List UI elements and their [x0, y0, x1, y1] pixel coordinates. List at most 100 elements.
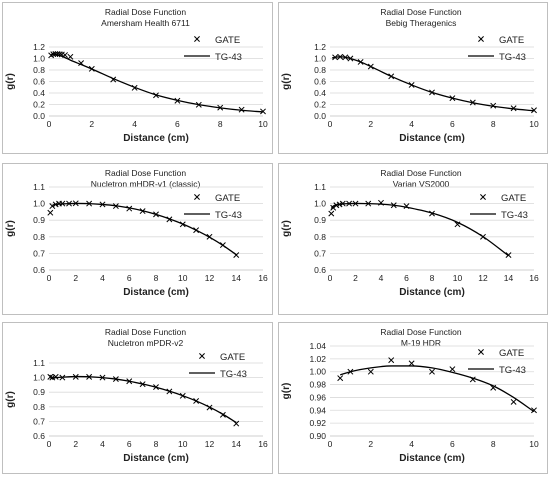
x-tick-label: 16 — [258, 273, 268, 283]
legend-label: GATE — [499, 348, 524, 359]
y-tick-label: 0.4 — [33, 88, 45, 98]
y-tick-label: 0.92 — [309, 418, 326, 428]
legend-label: TG-43 — [501, 210, 528, 221]
gate-point — [367, 368, 374, 375]
y-tick-label: 0.4 — [314, 88, 326, 98]
y-tick-label: 0.2 — [33, 100, 45, 110]
x-tick-label: 0 — [328, 273, 333, 283]
x-tick-label: 10 — [453, 273, 463, 283]
gate-point — [47, 209, 54, 216]
tg43-curve — [52, 202, 237, 256]
x-axis-title: Distance (cm) — [123, 453, 189, 464]
chart-subtitle: Bebig Theragenics — [386, 18, 457, 28]
y-tick-label: 0.9 — [33, 387, 45, 397]
chart-subtitle: Varian VS2000 — [393, 179, 450, 189]
tg43-curve — [330, 202, 509, 257]
y-tick-label: 1.0 — [314, 54, 326, 64]
x-tick-label: 16 — [529, 273, 539, 283]
y-tick-label: 1.1 — [314, 182, 326, 192]
x-tick-label: 6 — [450, 439, 455, 449]
x-axis-title: Distance (cm) — [123, 287, 189, 298]
y-tick-label: 0.0 — [314, 111, 326, 121]
chart-subtitle: Nucletron mPDR-v2 — [108, 338, 184, 348]
y-tick-label: 1.1 — [33, 182, 45, 192]
x-tick-label: 4 — [379, 273, 384, 283]
legend-label: GATE — [501, 193, 526, 204]
x-axis-title: Distance (cm) — [399, 133, 465, 144]
gate-point — [429, 368, 435, 375]
x-tick-label: 0 — [47, 439, 52, 449]
y-tick-label: 0.6 — [314, 265, 326, 275]
tg43-curve — [340, 365, 535, 413]
y-tick-label: 0.6 — [33, 431, 45, 441]
tg43-curve — [331, 56, 535, 112]
y-tick-label: 0.9 — [33, 215, 45, 225]
x-tick-label: 14 — [232, 439, 242, 449]
y-axis-title: g(r) — [5, 391, 16, 408]
gate-point — [408, 360, 415, 367]
gate-point — [531, 407, 537, 414]
y-tick-label: 0.0 — [33, 111, 45, 121]
x-tick-label: 6 — [450, 119, 455, 129]
y-tick-label: 0.6 — [33, 77, 45, 87]
chart-subtitle: Nucletron mHDR-v1 (classic) — [91, 179, 201, 189]
gate-point — [449, 366, 456, 373]
x-tick-label: 4 — [100, 439, 105, 449]
chart-subtitle: M-19 HDR — [401, 338, 441, 348]
y-axis-title: g(r) — [5, 73, 16, 90]
y-tick-label: 0.6 — [314, 77, 326, 87]
y-tick-label: 1.2 — [33, 42, 45, 52]
x-tick-label: 12 — [205, 273, 215, 283]
x-tick-label: 16 — [258, 439, 268, 449]
y-axis-title: g(r) — [5, 220, 16, 237]
x-tick-label: 8 — [154, 273, 159, 283]
x-tick-label: 4 — [132, 119, 137, 129]
x-tick-label: 6 — [127, 273, 132, 283]
x-axis-title: Distance (cm) — [399, 287, 465, 298]
x-tick-label: 14 — [232, 273, 242, 283]
y-tick-label: 0.94 — [309, 405, 326, 415]
chart-frame — [2, 163, 273, 315]
legend-label: GATE — [220, 352, 245, 363]
x-tick-label: 8 — [491, 119, 496, 129]
x-tick-label: 2 — [89, 119, 94, 129]
x-tick-label: 2 — [73, 273, 78, 283]
x-tick-label: 12 — [205, 439, 215, 449]
y-tick-label: 0.8 — [33, 402, 45, 412]
y-tick-label: 0.7 — [33, 416, 45, 426]
tg43-curve — [50, 375, 237, 424]
legend-marker-swatch — [478, 36, 484, 42]
x-tick-label: 8 — [491, 439, 496, 449]
x-tick-label: 6 — [404, 273, 409, 283]
y-tick-label: 1.04 — [309, 341, 326, 351]
x-tick-label: 4 — [409, 119, 414, 129]
x-tick-label: 0 — [47, 273, 52, 283]
x-tick-label: 2 — [353, 273, 358, 283]
chart-frame — [2, 322, 273, 474]
x-tick-label: 0 — [47, 119, 52, 129]
legend-marker-swatch — [194, 194, 200, 200]
x-tick-label: 10 — [258, 119, 268, 129]
legend-label: TG-43 — [499, 365, 526, 376]
y-tick-label: 1.0 — [314, 199, 326, 209]
legend-label: TG-43 — [215, 210, 242, 221]
tg43-curve — [50, 53, 264, 113]
gate-point — [328, 210, 335, 217]
y-tick-label: 0.8 — [33, 65, 45, 75]
chart-title: Radial Dose Function — [380, 7, 462, 17]
legend-label: TG-43 — [499, 52, 526, 63]
x-tick-label: 10 — [178, 273, 188, 283]
y-tick-label: 0.9 — [314, 215, 326, 225]
y-tick-label: 0.2 — [314, 100, 326, 110]
chart-title: Radial Dose Function — [105, 168, 187, 178]
y-tick-label: 1.02 — [309, 354, 326, 364]
gate-point — [52, 373, 59, 380]
x-tick-label: 4 — [100, 273, 105, 283]
y-tick-label: 1.00 — [309, 367, 326, 377]
chart-frame — [278, 322, 548, 474]
x-tick-label: 2 — [368, 119, 373, 129]
